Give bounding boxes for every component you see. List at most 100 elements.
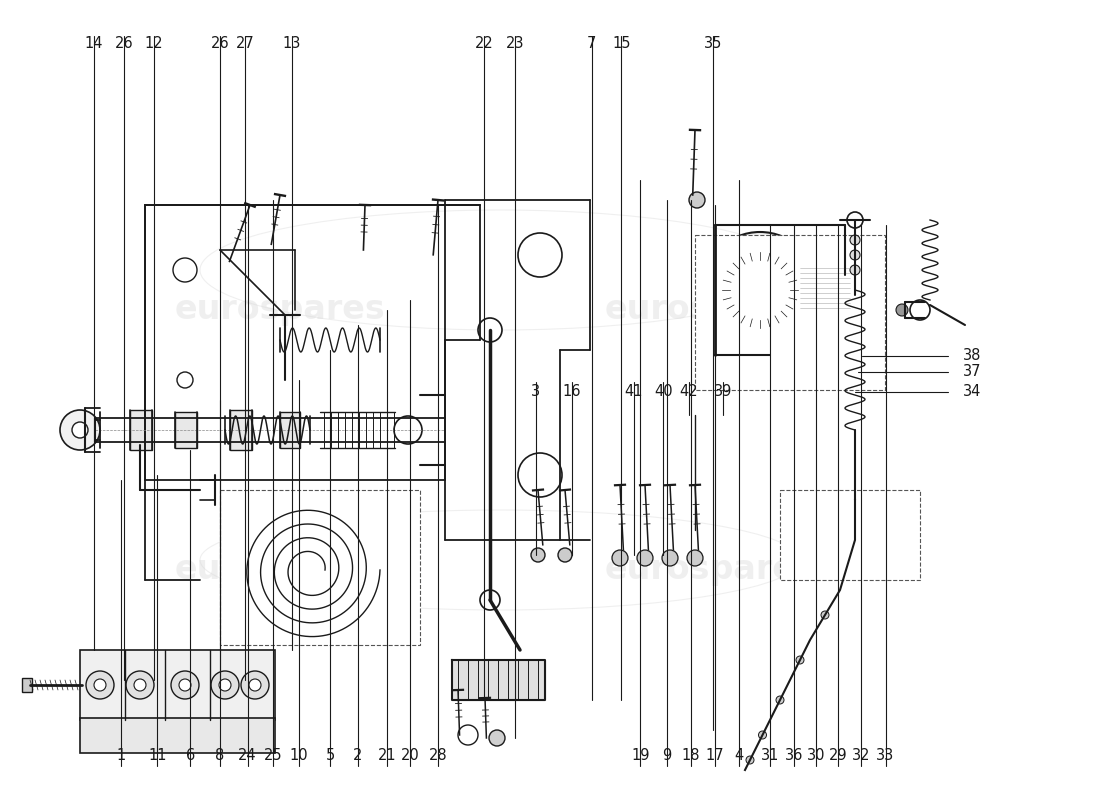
Circle shape (72, 422, 88, 438)
Text: 1: 1 (117, 749, 125, 763)
Text: 27: 27 (235, 37, 255, 51)
Text: 20: 20 (400, 749, 420, 763)
Text: 12: 12 (145, 37, 163, 51)
Circle shape (821, 611, 829, 619)
Bar (800, 265, 850, 315)
Circle shape (702, 232, 818, 348)
Circle shape (796, 656, 804, 664)
Text: 35: 35 (704, 37, 722, 51)
Circle shape (688, 550, 703, 566)
Text: 30: 30 (807, 749, 825, 763)
Circle shape (173, 258, 197, 282)
Text: 16: 16 (563, 385, 581, 399)
Circle shape (850, 235, 860, 245)
Circle shape (759, 731, 767, 739)
Circle shape (799, 514, 827, 542)
Text: 33: 33 (877, 749, 894, 763)
Text: eurospares: eurospares (175, 554, 385, 586)
Text: 9: 9 (662, 749, 671, 763)
Text: 17: 17 (706, 749, 724, 763)
Circle shape (896, 304, 907, 316)
Circle shape (478, 318, 502, 342)
Text: 4: 4 (735, 749, 744, 763)
Text: 10: 10 (290, 749, 308, 763)
Bar (130, 410, 152, 450)
Text: 29: 29 (829, 749, 847, 763)
Text: 42: 42 (680, 385, 697, 399)
Circle shape (876, 522, 888, 534)
Text: 24: 24 (239, 749, 256, 763)
Circle shape (60, 410, 100, 450)
Circle shape (868, 514, 896, 542)
Text: 6: 6 (186, 749, 195, 763)
Circle shape (847, 212, 864, 228)
Circle shape (94, 679, 106, 691)
Circle shape (518, 233, 562, 277)
Text: 11: 11 (148, 749, 166, 763)
Text: 22: 22 (474, 37, 494, 51)
Bar (795, 500, 900, 555)
Bar (80, 650, 275, 720)
Bar (80, 718, 275, 753)
Text: 26: 26 (116, 37, 133, 51)
Text: 41: 41 (625, 385, 642, 399)
Circle shape (86, 671, 114, 699)
Text: 39: 39 (714, 385, 732, 399)
Bar (175, 412, 197, 448)
Text: 26: 26 (211, 37, 229, 51)
Text: 28: 28 (429, 749, 447, 763)
Text: 18: 18 (682, 749, 700, 763)
Text: 38: 38 (962, 349, 981, 363)
Text: 37: 37 (962, 365, 981, 379)
Circle shape (249, 679, 261, 691)
Bar (280, 412, 300, 448)
Circle shape (170, 671, 199, 699)
Text: 34: 34 (962, 385, 981, 399)
Circle shape (219, 679, 231, 691)
Text: 7: 7 (587, 37, 596, 51)
Circle shape (480, 590, 501, 610)
Text: 21: 21 (378, 749, 396, 763)
Bar (230, 410, 252, 450)
Circle shape (211, 671, 239, 699)
Circle shape (850, 265, 860, 275)
Polygon shape (452, 660, 544, 700)
Circle shape (518, 453, 562, 497)
Circle shape (722, 252, 798, 328)
Text: 5: 5 (326, 749, 334, 763)
Text: 3: 3 (531, 385, 540, 399)
Circle shape (637, 550, 653, 566)
Text: 14: 14 (85, 37, 102, 51)
Circle shape (807, 522, 820, 534)
Text: eurospares: eurospares (605, 554, 815, 586)
Circle shape (776, 696, 784, 704)
Circle shape (612, 550, 628, 566)
Text: 15: 15 (613, 37, 630, 51)
Circle shape (662, 550, 678, 566)
Text: eurospares: eurospares (175, 294, 385, 326)
Text: 40: 40 (654, 385, 672, 399)
Bar (220, 490, 420, 645)
Text: 19: 19 (631, 749, 649, 763)
Text: 8: 8 (216, 749, 224, 763)
Text: 13: 13 (283, 37, 300, 51)
Circle shape (531, 548, 544, 562)
Circle shape (732, 262, 788, 318)
Circle shape (177, 372, 192, 388)
Circle shape (850, 250, 860, 260)
Circle shape (394, 416, 422, 444)
Text: 32: 32 (852, 749, 870, 763)
Circle shape (910, 300, 930, 320)
Text: 31: 31 (761, 749, 779, 763)
Circle shape (746, 756, 754, 764)
Text: 25: 25 (264, 749, 282, 763)
Bar (695, 235, 886, 390)
Text: eurospares: eurospares (605, 294, 815, 326)
Bar (780, 490, 920, 580)
Circle shape (558, 548, 572, 562)
Circle shape (126, 671, 154, 699)
Circle shape (134, 679, 146, 691)
Circle shape (689, 192, 705, 208)
Text: 36: 36 (785, 749, 803, 763)
Circle shape (179, 679, 191, 691)
